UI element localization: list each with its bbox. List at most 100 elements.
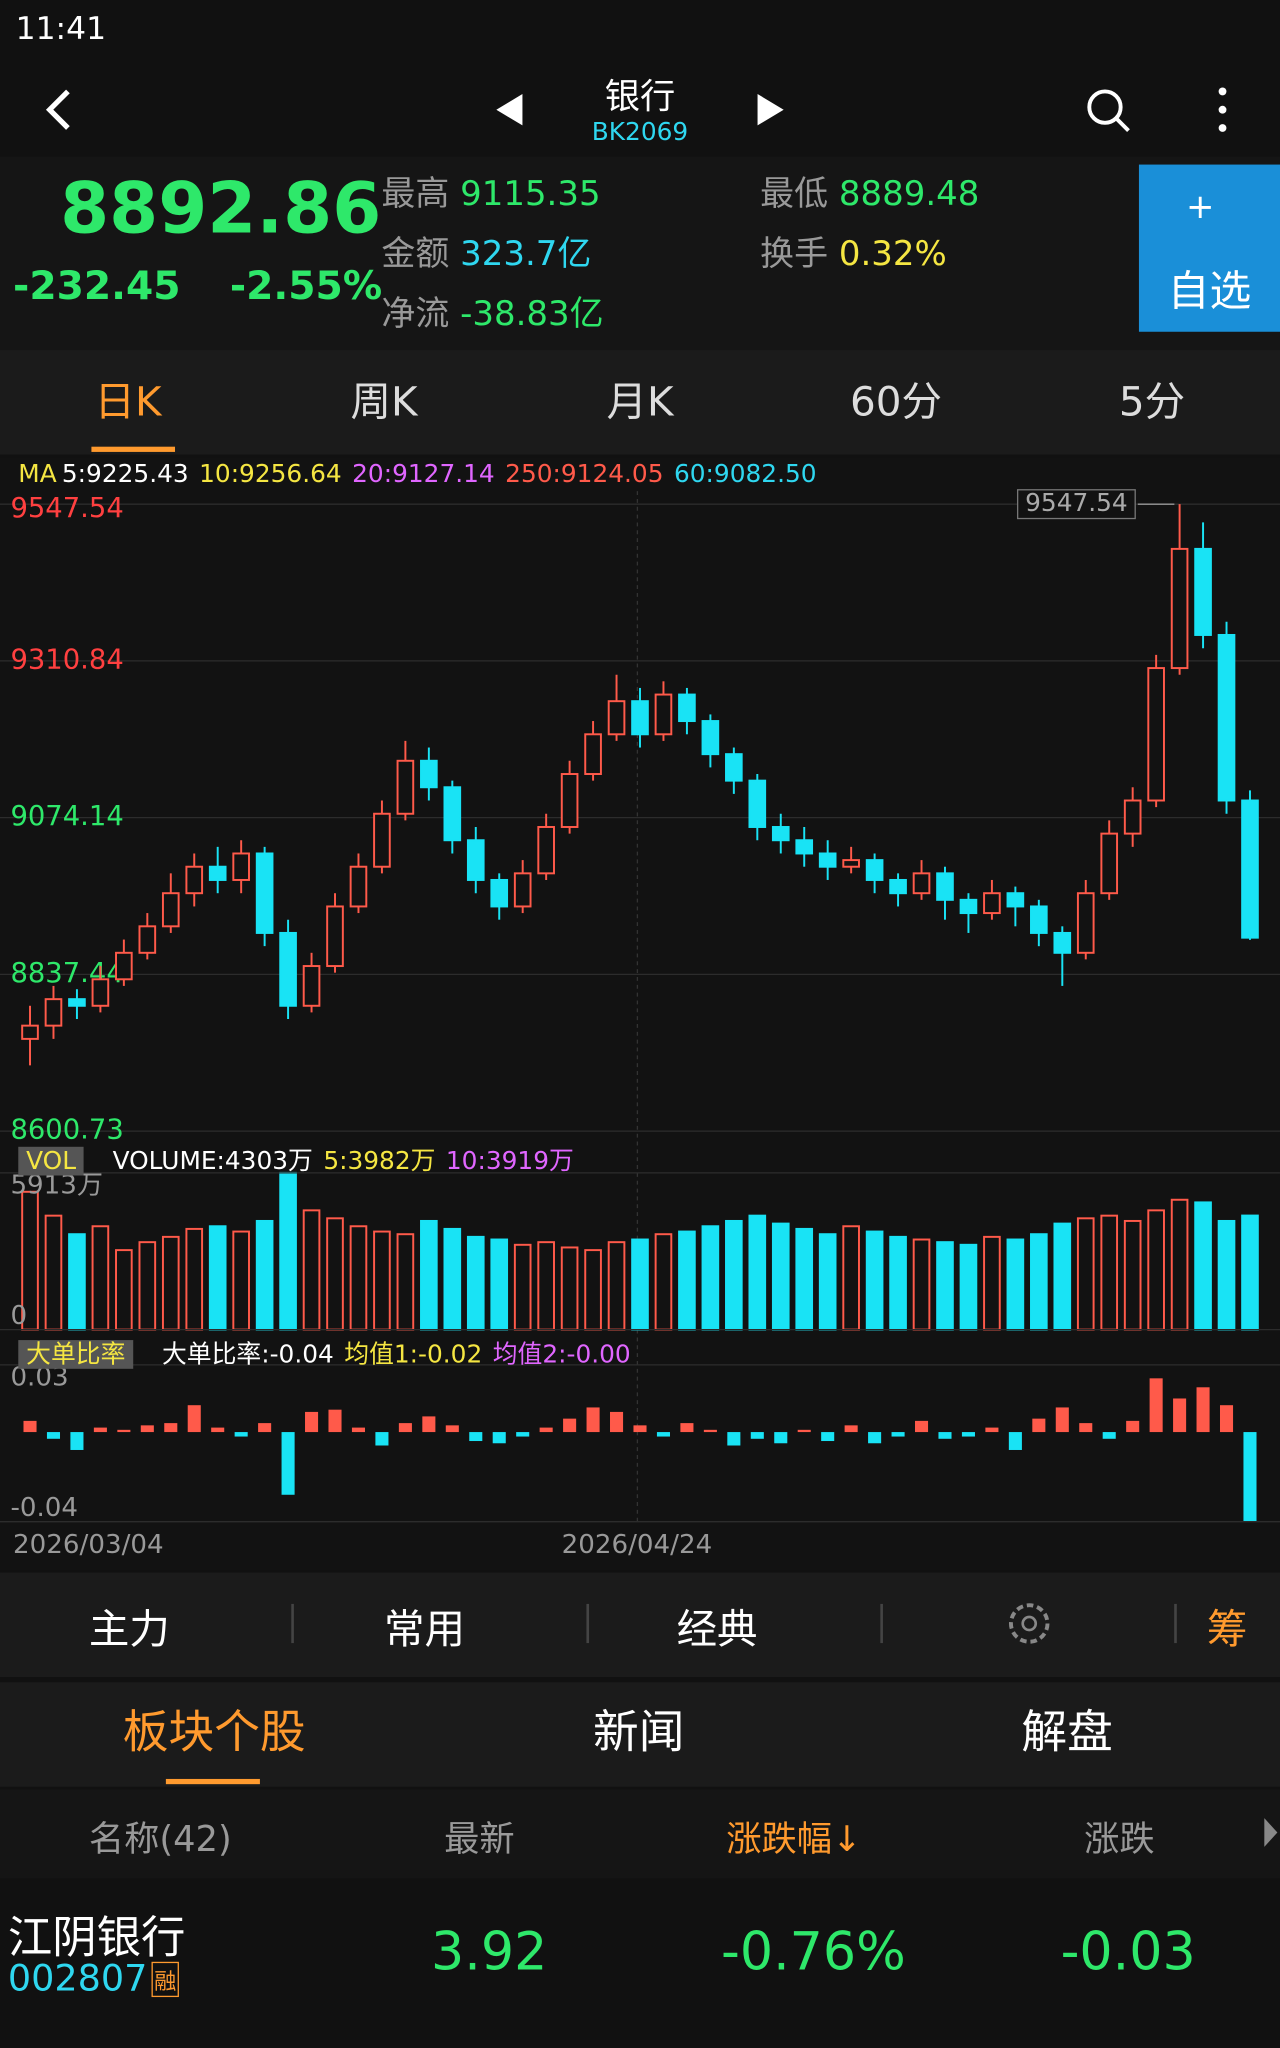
- ratio-bar: [1243, 1432, 1257, 1522]
- legend-item: 10:3919万: [445, 1146, 574, 1176]
- col-header[interactable]: 名称(42): [88, 1819, 232, 1860]
- next-icon[interactable]: [757, 94, 784, 126]
- ratio-bar: [891, 1432, 905, 1437]
- candle-body: [208, 865, 227, 881]
- legend-item: 5:3982万: [323, 1146, 436, 1176]
- col-header[interactable]: 涨跌幅↓: [726, 1819, 862, 1860]
- watch-button-bg[interactable]: [1138, 164, 1280, 332]
- volume-bar: [748, 1214, 767, 1331]
- candle-body: [466, 839, 485, 881]
- candle-body: [889, 878, 907, 895]
- candle-body: [1241, 799, 1259, 939]
- legend-item: 5:9225.43: [61, 459, 189, 489]
- settings-icon[interactable]: [1008, 1603, 1050, 1644]
- ratio-legend: 大单比率 大单比率:-0.04 均值1:-0.02 均值2:-0.00: [18, 1335, 641, 1370]
- ratio-bar: [1219, 1405, 1234, 1433]
- chart-bg: [0, 457, 1280, 1570]
- volume-bar: [208, 1225, 227, 1331]
- stock-code: 002807: [7, 1956, 148, 2000]
- stock-change: -0.03: [1060, 1922, 1196, 1983]
- back-icon[interactable]: [45, 89, 70, 130]
- period-tab[interactable]: 月K: [606, 378, 674, 426]
- candle-body: [560, 773, 579, 828]
- scroll-icon[interactable]: [1264, 1818, 1278, 1847]
- value: 0.32%: [838, 235, 947, 275]
- prev-icon[interactable]: [496, 94, 523, 126]
- ratio-bar: [961, 1432, 975, 1437]
- legend-item: 60:9082.50: [673, 459, 817, 489]
- candle-body: [865, 859, 884, 881]
- section-tab[interactable]: 新闻: [592, 1707, 685, 1760]
- period-tab[interactable]: 周K: [350, 378, 418, 426]
- candle-body: [161, 892, 180, 928]
- value: 8889.48: [838, 175, 980, 215]
- toolbar-item[interactable]: 主力: [88, 1606, 170, 1654]
- quote-bg: [0, 156, 1280, 351]
- period-tab[interactable]: 60分: [849, 378, 942, 426]
- candle-body: [912, 872, 931, 895]
- period-tab[interactable]: 日K: [94, 378, 162, 426]
- ma-legend: MA 5:9225.43 10:9256.64 20:9127.14 250:9124.…: [18, 460, 827, 489]
- col-header[interactable]: 涨跌: [1084, 1819, 1155, 1860]
- volume-bar: [889, 1235, 907, 1331]
- volume-bar: [631, 1238, 649, 1331]
- label: 最高: [381, 175, 450, 215]
- ratio-bar: [211, 1427, 225, 1433]
- ratio-bar: [938, 1432, 952, 1439]
- candle-body: [1194, 547, 1212, 636]
- ratio-bar: [1173, 1398, 1187, 1433]
- ratio-bar: [750, 1432, 764, 1439]
- ratio-bar: [1079, 1423, 1093, 1433]
- legend-item: 大单比率:-0.04: [161, 1340, 334, 1369]
- toolbar-item[interactable]: 筹: [1206, 1606, 1248, 1654]
- candle-body: [302, 965, 321, 1007]
- ratio-bar: [492, 1432, 506, 1444]
- more-icon[interactable]: [1218, 87, 1227, 132]
- candle-body: [232, 852, 250, 881]
- candle-body: [91, 978, 110, 1007]
- search-icon[interactable]: [1087, 89, 1123, 125]
- y-tick-label: 8600.73: [10, 1115, 123, 1146]
- candle-body: [21, 1024, 39, 1040]
- candle-body: [584, 733, 602, 775]
- label: 金额: [381, 235, 450, 275]
- volume-bar: [443, 1227, 462, 1331]
- ratio-bar: [140, 1425, 154, 1433]
- ratio-bar: [46, 1432, 61, 1439]
- volume-bar: [68, 1233, 86, 1331]
- col-header[interactable]: 最新: [444, 1819, 515, 1860]
- settings-icon: [1021, 1615, 1038, 1632]
- ratio-bar: [821, 1432, 835, 1442]
- candle-body: [537, 826, 555, 875]
- period-tab[interactable]: 5分: [1118, 378, 1186, 426]
- candle-body: [771, 826, 790, 842]
- stock-name[interactable]: 江阴银行: [7, 1912, 186, 1965]
- change-pct: -2.55%: [229, 263, 383, 310]
- ratio-bar: [633, 1425, 647, 1433]
- toolbar-item[interactable]: 经典: [676, 1606, 758, 1654]
- watch-button[interactable]: 自选: [1167, 266, 1252, 317]
- ratio-bar: [915, 1420, 929, 1433]
- section-tab[interactable]: 板块个股: [122, 1707, 306, 1760]
- candle-body: [842, 859, 860, 868]
- ratio-bar: [844, 1425, 858, 1433]
- candle-body: [279, 931, 297, 1007]
- candle-body: [818, 852, 837, 868]
- ratio-bar: [727, 1432, 741, 1446]
- ratio-bar: [1126, 1420, 1140, 1433]
- candle-body: [490, 878, 509, 908]
- volume-bar: [725, 1219, 743, 1331]
- candle-body: [1076, 892, 1095, 954]
- volume-bar: [1030, 1233, 1048, 1331]
- legend-label: VOL: [18, 1146, 84, 1176]
- toolbar-item[interactable]: 常用: [383, 1606, 465, 1654]
- section-tab[interactable]: 解盘: [1021, 1707, 1113, 1760]
- ratio-bar: [1032, 1418, 1046, 1433]
- candle-body: [138, 925, 157, 954]
- candle-body: [1053, 931, 1072, 954]
- ratio-bar: [164, 1423, 178, 1433]
- y-tick-label: 9074.14: [10, 801, 123, 832]
- ratio-bar: [1102, 1432, 1116, 1439]
